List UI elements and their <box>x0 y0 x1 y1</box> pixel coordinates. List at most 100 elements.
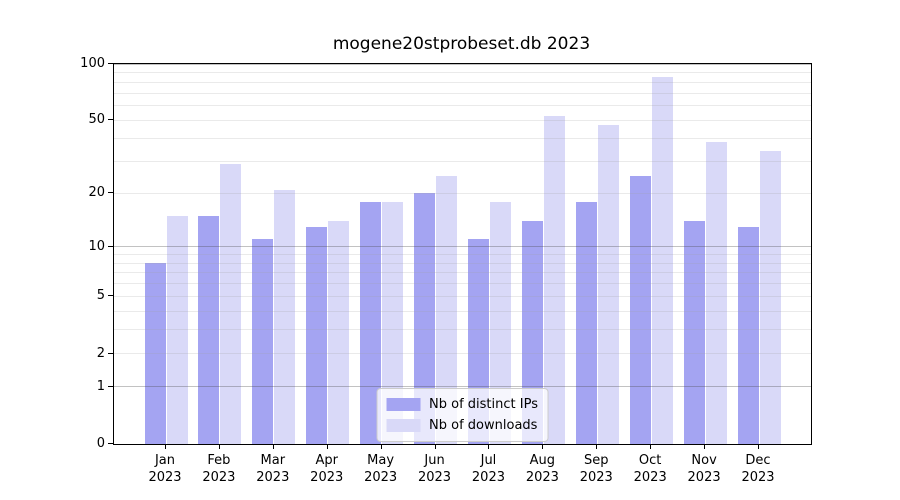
xtick-label-jul: Jul 2023 <box>458 452 518 486</box>
ytick-mark-2 <box>108 352 113 354</box>
bar-nb-of-downloads-jul <box>489 201 511 444</box>
xtick-month: Nov <box>691 453 717 468</box>
bar-nb-of-downloads-feb <box>220 163 242 444</box>
bar-nb-of-downloads-jan <box>166 215 188 444</box>
xtick-month: Feb <box>207 453 231 468</box>
xtick-mark-sep <box>596 444 598 449</box>
legend-entry-nb-of-downloads: Nb of downloads <box>386 415 538 436</box>
gridline-y-7 <box>114 272 811 274</box>
legend-swatch-nb-of-downloads <box>386 419 421 432</box>
legend: Nb of distinct IPs Nb of downloads <box>376 388 549 442</box>
xtick-label-nov: Nov 2023 <box>674 452 734 486</box>
legend-label-nb-of-distinct-ips: Nb of distinct IPs <box>429 397 538 412</box>
legend-label-nb-of-downloads: Nb of downloads <box>429 418 538 433</box>
ytick-label-20: 20 <box>88 185 105 201</box>
bar-nb-of-distinct-ips-jan <box>144 263 166 444</box>
ytick-mark-5 <box>108 295 113 297</box>
gridline-y-10 <box>114 246 811 248</box>
gridline-y-40 <box>114 137 811 139</box>
bar-nb-of-downloads-sep <box>597 125 619 444</box>
xtick-label-jun: Jun 2023 <box>405 452 465 486</box>
bar-nb-of-downloads-nov <box>705 142 727 444</box>
xtick-year: 2023 <box>633 470 667 485</box>
ytick-label-0: 0 <box>96 436 105 451</box>
xtick-year: 2023 <box>525 470 559 485</box>
bar-nb-of-distinct-ips-may <box>360 201 382 444</box>
xtick-label-aug: Aug 2023 <box>512 452 572 486</box>
xtick-year: 2023 <box>417 470 452 485</box>
plot-area: Nb of distinct IPs Nb of downloads <box>113 63 812 445</box>
ytick-mark-10 <box>108 245 113 247</box>
xtick-year: 2023 <box>741 470 775 485</box>
xtick-mark-jan <box>165 444 166 449</box>
gridline-y-1 <box>114 386 811 388</box>
gridline-y-8 <box>114 262 811 264</box>
gridline-y-4 <box>114 310 811 312</box>
xtick-month: May <box>367 453 395 468</box>
xtick-mark-may <box>380 444 382 449</box>
xtick-year: 2023 <box>471 470 505 485</box>
gridline-y-80 <box>114 81 811 83</box>
xtick-label-dec: Dec 2023 <box>728 452 788 486</box>
ytick-mark-0 <box>108 443 113 444</box>
gridline-y-90 <box>114 72 811 74</box>
xtick-mark-jul <box>488 444 490 449</box>
xtick-month: Mar <box>260 453 286 468</box>
gridline-y-70 <box>114 92 811 94</box>
xtick-year: 2023 <box>579 470 613 485</box>
xtick-label-apr: Apr 2023 <box>297 452 357 486</box>
bar-nb-of-downloads-may <box>382 201 404 444</box>
gridline-y-3 <box>114 329 811 331</box>
ytick-label-1: 1 <box>96 378 105 394</box>
bar-nb-of-distinct-ips-nov <box>683 221 705 444</box>
ytick-label-100: 100 <box>80 56 105 71</box>
legend-entry-nb-of-distinct-ips: Nb of distinct IPs <box>386 394 538 415</box>
xtick-year: 2023 <box>310 470 344 485</box>
ytick-mark-50 <box>108 119 113 121</box>
gridline-y-2 <box>114 353 811 355</box>
bar-nb-of-distinct-ips-sep <box>575 201 597 444</box>
xtick-mark-aug <box>542 444 544 449</box>
xtick-label-jan: Jan 2023 <box>135 452 195 486</box>
bar-nb-of-downloads-mar <box>274 189 296 444</box>
xtick-label-oct: Oct 2023 <box>620 452 680 486</box>
ytick-label-5: 5 <box>96 288 105 304</box>
bar-nb-of-distinct-ips-dec <box>737 226 759 444</box>
xtick-mark-oct <box>650 444 652 449</box>
gridline-y-6 <box>114 283 811 285</box>
xtick-year: 2023 <box>148 470 182 485</box>
ytick-label-50: 50 <box>88 112 105 128</box>
chart-title: mogene20stprobeset.db 2023 <box>332 34 591 54</box>
xtick-mark-mar <box>272 444 274 449</box>
gridline-y-60 <box>114 105 811 107</box>
ytick-mark-20 <box>108 192 113 194</box>
xtick-mark-nov <box>704 444 706 449</box>
ytick-mark-100 <box>108 63 113 64</box>
gridline-y-9 <box>114 253 811 255</box>
gridline-y-100 <box>114 63 811 65</box>
gridline-y-20 <box>114 192 811 194</box>
xtick-month: Jun <box>424 453 445 468</box>
xtick-month: Apr <box>315 453 338 468</box>
xtick-label-feb: Feb 2023 <box>189 452 249 486</box>
xtick-mark-dec <box>758 444 759 449</box>
ytick-mark-1 <box>108 385 113 387</box>
xtick-month: Dec <box>745 453 771 468</box>
xtick-month: Jan <box>154 453 176 468</box>
bar-nb-of-downloads-aug <box>543 115 565 444</box>
xtick-month: Aug <box>529 453 556 468</box>
bar-nb-of-distinct-ips-oct <box>629 175 651 444</box>
xtick-month: Sep <box>584 453 609 468</box>
xtick-year: 2023 <box>202 470 236 485</box>
xtick-month: Jul <box>480 453 497 468</box>
legend-swatch-nb-of-distinct-ips <box>386 398 421 411</box>
bar-nb-of-distinct-ips-mar <box>252 239 274 444</box>
xtick-mark-apr <box>326 444 328 449</box>
bar-nb-of-downloads-oct <box>651 77 673 444</box>
xtick-mark-jun <box>434 444 436 449</box>
bar-nb-of-downloads-jun <box>436 175 458 444</box>
ytick-label-10: 10 <box>88 238 105 254</box>
bar-nb-of-downloads-apr <box>328 221 350 444</box>
xtick-label-may: May 2023 <box>351 452 411 486</box>
